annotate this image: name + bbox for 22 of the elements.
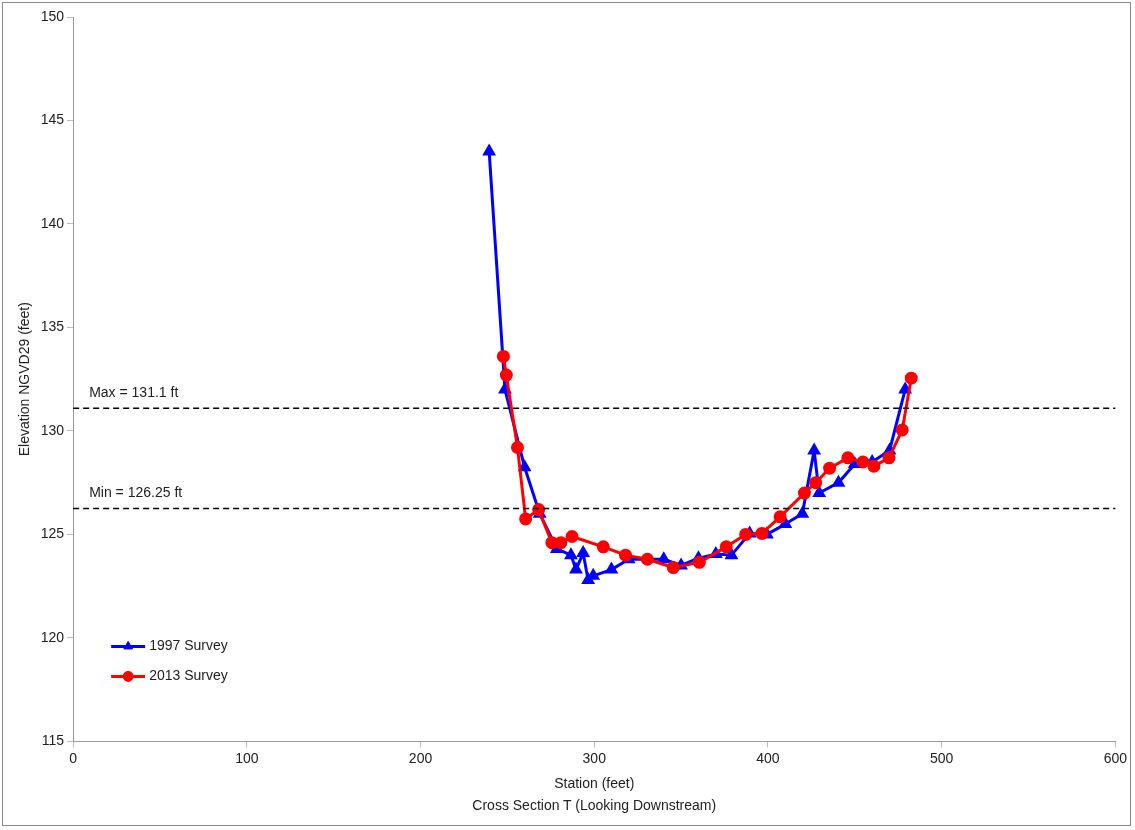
x-axis-title: Station (feet) bbox=[554, 775, 635, 792]
text: Cross Section T (Looking Downstream) bbox=[472, 797, 717, 814]
x-tick-label: 600 bbox=[1103, 749, 1128, 766]
y-tick-label: 150 bbox=[40, 7, 65, 24]
y-tick-label: 145 bbox=[40, 111, 65, 128]
x-tick-label: 100 bbox=[235, 749, 259, 766]
x-tick-label: 400 bbox=[756, 749, 780, 766]
y-tick-label: 130 bbox=[40, 421, 65, 438]
ref-line-label: Max = 131.1 ft bbox=[89, 384, 179, 401]
x-tick-label: 500 bbox=[929, 749, 954, 766]
ref-line-label: Min = 126.25 ft bbox=[89, 484, 183, 501]
y-tick-label: 115 bbox=[41, 732, 65, 749]
x-tick-label: 0 bbox=[69, 749, 78, 766]
x-tick-label: 200 bbox=[408, 749, 433, 766]
legend-label: 2013 Survey bbox=[149, 667, 228, 684]
x-tick-label: 300 bbox=[582, 749, 607, 766]
y-tick-label: 120 bbox=[40, 628, 65, 645]
y-tick-label: 125 bbox=[40, 525, 65, 542]
y-tick-label: 140 bbox=[40, 214, 65, 231]
y-axis-title: Elevation NGVD29 (feet) bbox=[16, 302, 33, 457]
y-tick-label: 135 bbox=[40, 318, 65, 335]
legend-label: 1997 Survey bbox=[149, 637, 228, 654]
